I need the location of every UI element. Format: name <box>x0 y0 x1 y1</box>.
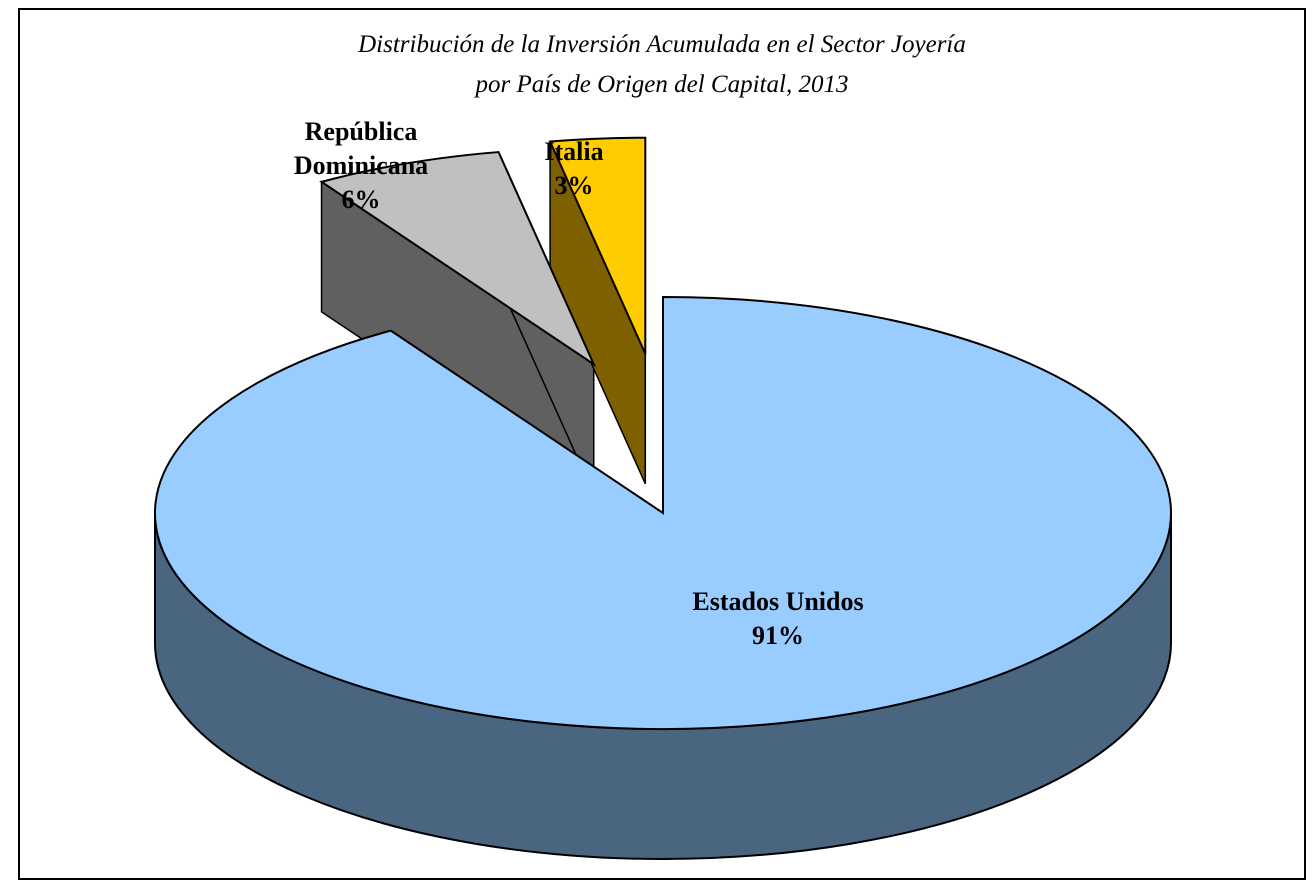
slice-label-republica-dominicana-1: Dominicana <box>294 151 428 180</box>
slice-label-republica-dominicana-0: República <box>305 117 418 146</box>
pie-slice-republica-dominicana <box>319 151 597 368</box>
slice-labels: Estados Unidos 91% República Dominicana 6% It… <box>294 117 864 650</box>
pie-slice-estados-unidos <box>154 295 1172 730</box>
chart-title-line-2: por País de Origen del Capital, 2013 <box>474 71 849 98</box>
slice-label-italia-0: Italia <box>544 137 603 166</box>
pie-slice-italia <box>548 136 647 355</box>
slice-percent-italia: 3% <box>555 171 594 200</box>
slice-label-estados-unidos-0: Estados Unidos <box>692 587 863 616</box>
slice-percent-republica-dominicana: 6% <box>342 185 381 214</box>
slice-percent-estados-unidos: 91% <box>752 621 804 650</box>
chart-title-line-1: Distribución de la Inversión Acumulada e… <box>357 31 966 58</box>
pie-tops <box>154 136 1172 730</box>
